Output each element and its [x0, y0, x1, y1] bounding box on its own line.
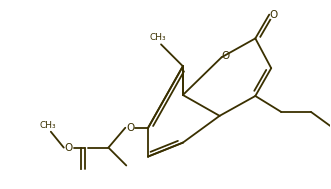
- Text: CH₃: CH₃: [40, 121, 56, 130]
- Text: O: O: [269, 10, 277, 20]
- Text: CH₃: CH₃: [150, 33, 166, 42]
- Text: O: O: [126, 123, 134, 133]
- Text: O: O: [65, 143, 73, 153]
- Text: O: O: [221, 51, 230, 61]
